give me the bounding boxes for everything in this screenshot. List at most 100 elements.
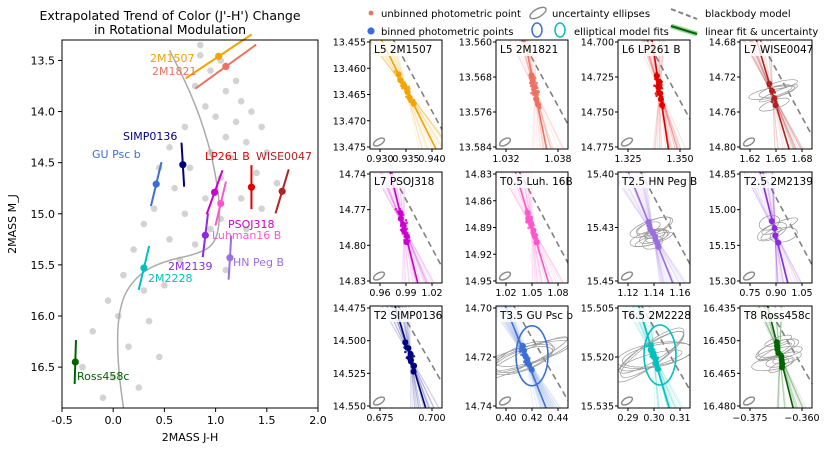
y-tick-label: 15.0	[31, 208, 56, 221]
binned-point	[779, 364, 786, 371]
unbinned-point	[404, 350, 407, 354]
y-axis-label: 2MASS M_J	[6, 194, 19, 254]
panel-y-tick-label: 15.520	[581, 353, 614, 364]
panel-x-tick-label: 0.42	[521, 413, 542, 424]
panel-x-tick-label: 1.62	[739, 154, 760, 165]
reference-point	[237, 98, 245, 105]
y-tick-label: 16.5	[31, 361, 56, 374]
object-point-2M1507	[215, 52, 223, 60]
reference-point	[89, 328, 97, 335]
panel-x-tick-label: 1.325	[614, 154, 641, 165]
elliptical-model-fit	[643, 324, 677, 386]
panel-label: L7 WISE0047	[744, 44, 813, 56]
panel-label-bg	[372, 308, 440, 322]
binned-point	[657, 90, 664, 97]
legend-linear-text: linear fit & uncertainty	[705, 27, 818, 38]
panel-x-tick-label: 1.08	[547, 288, 568, 299]
reference-point	[202, 103, 209, 110]
uncertainty-ellipse	[767, 79, 798, 90]
panel-x-tick-label: 0.675	[366, 413, 393, 424]
panel-x-tick-label: 1.038	[544, 154, 571, 165]
panel-plot-area	[620, 40, 690, 149]
panel-y-tick-label: 16.435	[703, 304, 736, 315]
panel-label: T6.5 2M2228	[621, 310, 691, 322]
panel-x-tick-label: 1.14	[643, 288, 664, 299]
binned-point	[524, 209, 531, 216]
panel-y-tick-label: 15.43	[587, 223, 614, 234]
binned-point	[768, 218, 775, 225]
unbinned-point	[652, 348, 656, 351]
panel-label-bg	[372, 42, 440, 56]
binned-point	[395, 71, 402, 78]
binned-point	[528, 366, 535, 373]
panel-label-bg	[620, 42, 688, 56]
panel-y-tick-label: 14.500	[333, 336, 366, 347]
panel-uncertainty-ellipse	[498, 396, 512, 406]
panel-y-tick-label: 14.72	[465, 353, 492, 364]
object-point-WISE0047	[278, 187, 286, 195]
panel-y-tick-label: 15.00	[709, 205, 736, 216]
binned-point	[647, 342, 654, 348]
panel-y-tick-label: 14.76	[709, 108, 736, 119]
panel-plot-area	[372, 172, 442, 283]
reference-point	[166, 144, 173, 151]
binned-point	[407, 356, 414, 363]
panel-x-tick-label: −0.360	[784, 413, 819, 424]
reference-point	[222, 87, 230, 95]
panel-uncertainty-ellipse	[498, 271, 512, 281]
uncertainty-ellipse	[758, 84, 793, 98]
reference-point	[222, 133, 230, 141]
panel-x-tick-label: 0.700	[418, 413, 445, 424]
unbinned-point	[405, 356, 409, 360]
reference-point	[263, 149, 271, 156]
object-point-HN-Peg-B	[226, 254, 234, 262]
panel-x-tick-label: 0.99	[395, 288, 416, 299]
reference-point	[237, 195, 245, 202]
panel-y-tick-label: 15.40	[587, 170, 614, 181]
reference-point	[186, 164, 194, 172]
binned-point	[533, 95, 540, 102]
reference-point	[207, 225, 214, 233]
reference-point	[191, 241, 199, 248]
binned-point	[400, 227, 407, 234]
panel-y-tick-label: 14.80	[709, 143, 736, 154]
binned-point	[659, 102, 666, 109]
field-sequence-curve	[116, 49, 221, 409]
panel-y-tick-label: 14.89	[465, 223, 492, 234]
panel-x-tick-label: 0.935	[392, 154, 419, 165]
binned-point	[524, 357, 531, 364]
legend-linear-marker	[670, 25, 698, 35]
reference-point	[166, 236, 173, 243]
reference-point	[161, 282, 168, 289]
legend-binned-text: binned photometric points	[381, 27, 513, 38]
panel-x-tick-label: 1.16	[669, 288, 690, 299]
reference-point	[212, 113, 219, 120]
object-label-2M1507: 2M1507	[150, 52, 194, 65]
panel-x-tick-label: 1.02	[421, 288, 442, 299]
legend-binned-marker	[367, 27, 375, 35]
panel-uncertainty-ellipse	[372, 271, 386, 281]
panel-x-tick-label: 0.44	[547, 413, 568, 424]
binned-point	[772, 232, 779, 239]
uncertainty-ellipse	[761, 217, 799, 235]
unbinned-point	[530, 219, 534, 222]
panel-WISE0047: L7 WISE0047 1.62 1.65 1.68 14.68 14.72 14.76 14…	[709, 38, 814, 166]
object-label-LP261-B: LP261 B	[205, 150, 250, 163]
reference-point	[181, 210, 189, 218]
panel-y-tick-label: 15.45	[587, 277, 614, 288]
uncertainty-ellipse	[622, 342, 690, 368]
panel-y-tick-label: 14.80	[339, 241, 366, 252]
panel-x-tick-label: 0.29	[617, 413, 638, 424]
panel-x-tick-label: 1.032	[492, 154, 519, 165]
reference-point	[196, 52, 204, 59]
main-axes-frame	[61, 39, 319, 409]
panel-y-tick-label: 14.74	[339, 170, 366, 181]
panel-GU-Psc-b: T3.5 GU Psc b 0.40 0.42 0.44 14.70 14.72 14.74	[465, 304, 574, 425]
panel-plot-area	[742, 172, 812, 283]
binned-point	[530, 227, 537, 234]
panel-y-tick-label: 14.725	[581, 73, 614, 84]
reference-point	[253, 169, 260, 177]
reference-point	[258, 205, 265, 212]
unbinned-point	[535, 81, 539, 85]
